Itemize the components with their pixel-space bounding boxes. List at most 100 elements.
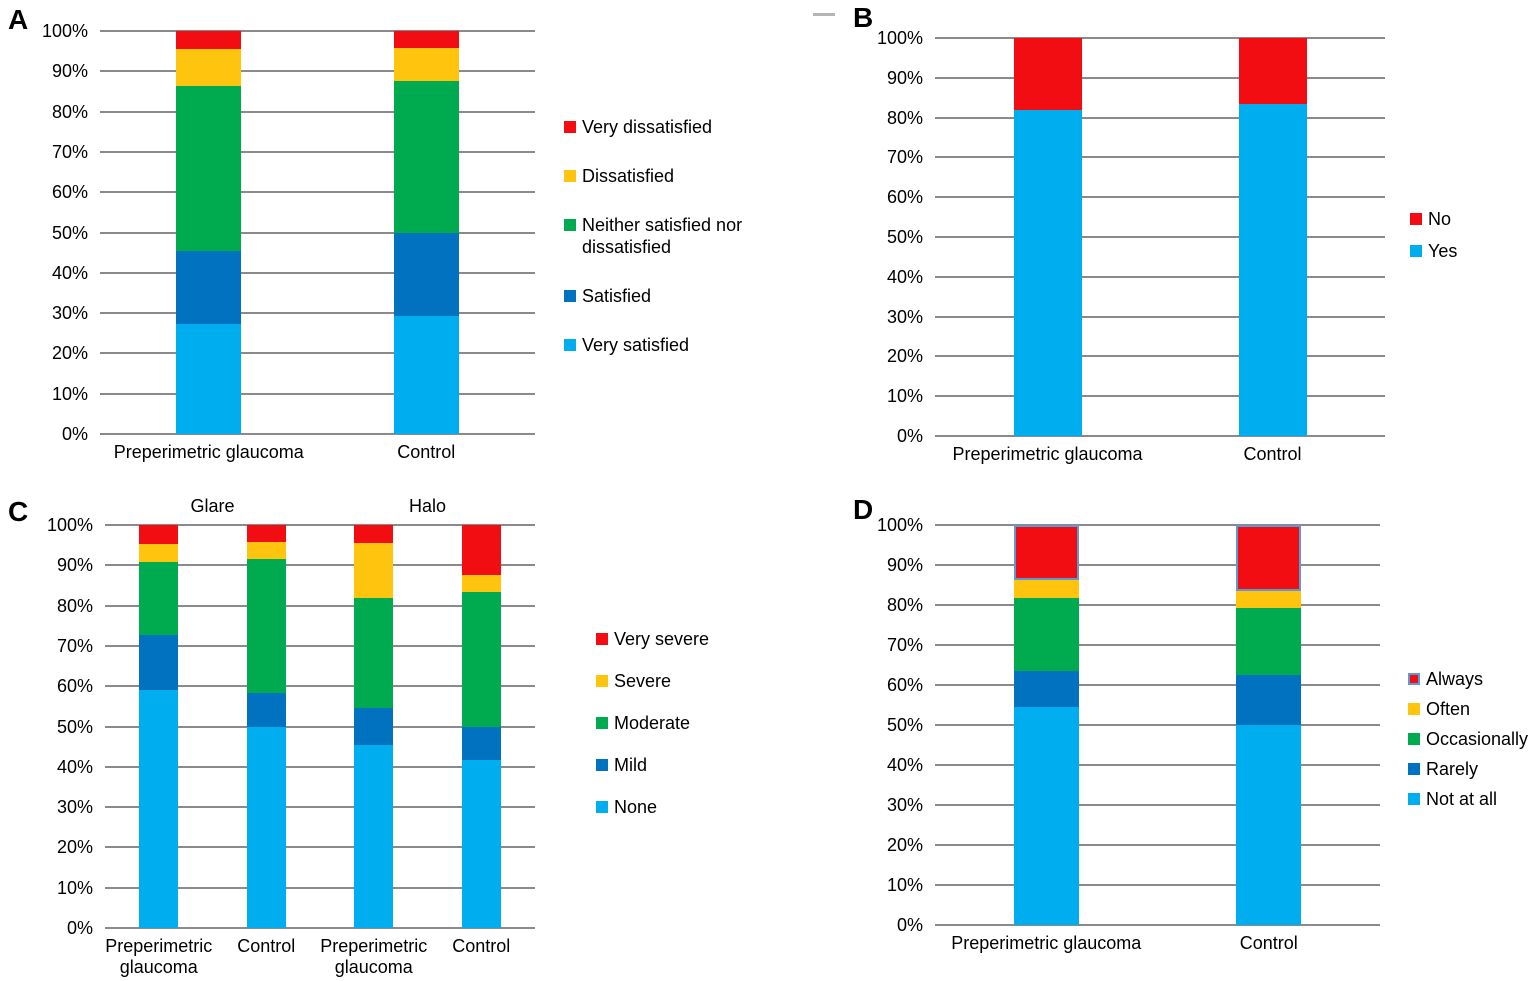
bar-segment-rarely [1236, 675, 1302, 725]
legend-swatch-satisfied [564, 290, 576, 302]
bar-segment-no [1238, 38, 1307, 105]
y-axis-tick-label: 60% [886, 187, 923, 208]
bar-segment-yes [1238, 104, 1307, 436]
bar-segment-moderate [461, 592, 501, 727]
bar-segment-severe [461, 575, 501, 593]
legend-item: Not at all [1408, 788, 1535, 810]
x-axis-category-label: Preperimetric glaucoma [320, 936, 428, 977]
gridline [935, 117, 1385, 119]
y-axis-tick-label: 40% [886, 266, 923, 287]
bar-segment-occasionally [1013, 597, 1079, 671]
gridline [935, 884, 1380, 886]
y-axis-tick-label: 0% [896, 426, 923, 446]
bar-segment-dissatisfied [393, 47, 459, 82]
legend-swatch-very-dissatisfied [564, 121, 576, 133]
legend-swatch-moderate [596, 717, 608, 729]
y-axis-tick-label: 10% [56, 877, 93, 898]
gridline [935, 355, 1385, 357]
legend-swatch-often [1408, 703, 1420, 715]
bar-segment-neither-satisfied-nor-dissatisfied [176, 85, 242, 251]
bar-segment-mild [461, 726, 501, 760]
y-axis-tick-label: 10% [51, 383, 88, 404]
gridline [100, 393, 535, 395]
panel-a: A 100% 90% 80% 70% 60% 50% 40% 30% 20% 10% 0% Prepe… [0, 0, 840, 490]
bar-segment-none [246, 726, 286, 928]
chart-frequency: 100% 90% 80% 70% 60% 50% 40% 30% 20% 10% 0% Preperi… [840, 490, 1535, 981]
bar-segment-moderate [246, 558, 286, 694]
y-axis-tick-label: 70% [886, 635, 923, 655]
x-axis-category-label: Preperimetric glaucoma [951, 933, 1142, 953]
gridline [935, 316, 1385, 318]
chart-glare-halo: 100% 90% 80% 70% 60% 50% 40% 30% 20% 10% 0% Preperi… [0, 490, 840, 981]
legend-label: Yes [1428, 241, 1458, 261]
bar-segment-severe [354, 543, 394, 598]
axis-group-label-halo: Halo [408, 496, 447, 516]
panel-label-d: D [853, 494, 874, 525]
bar-segment-very-severe [139, 525, 179, 544]
gridline [935, 276, 1385, 278]
legend: Very severe Severe Moderate Mild None [596, 628, 761, 818]
gridline [935, 724, 1380, 726]
y-axis-tick-label: 10% [886, 386, 923, 407]
bar-segment-very-severe [461, 525, 501, 576]
bar-segment-mild [246, 693, 286, 727]
gridline [935, 604, 1380, 606]
gridline [935, 764, 1380, 766]
gridline [105, 564, 535, 566]
bar-segment-none [139, 689, 179, 928]
legend-label: Always [1426, 669, 1484, 689]
gridline [100, 352, 535, 354]
legend-label: Satisfied [582, 286, 652, 306]
bar-segment-occasionally [1236, 608, 1302, 675]
bar-segment-not-at-all [1236, 725, 1302, 925]
stacked-bar-control-1 [1236, 524, 1302, 925]
y-axis-tick-label: 90% [886, 555, 923, 575]
y-axis-tick-label: 0% [66, 918, 93, 938]
legend-label: Moderate [614, 713, 691, 733]
legend-label: Rarely [1426, 759, 1479, 779]
y-axis-tick-label: 80% [51, 101, 88, 122]
bar-segment-often [1013, 579, 1079, 598]
y-axis-tick-label: 30% [886, 795, 923, 815]
gridline [935, 924, 1380, 926]
bar-segment-dissatisfied [176, 49, 242, 86]
legend-label: Very satisfied [582, 335, 690, 355]
legend-swatch-very-severe [596, 633, 608, 645]
gridline [935, 644, 1380, 646]
gridline [935, 435, 1385, 437]
legend-swatch-always [1408, 673, 1420, 685]
legend-label: Often [1426, 699, 1471, 719]
legend-item: Rarely [1408, 758, 1535, 780]
plot-area [935, 524, 1380, 926]
gridline [935, 77, 1385, 79]
panel-label-a: A [8, 4, 29, 35]
plot-area [105, 524, 535, 929]
y-axis-tick-label: 0% [896, 915, 923, 935]
stacked-bar-control-1 [246, 525, 286, 928]
stacked-bar-control-3 [461, 525, 501, 928]
bar-segment-very-severe [354, 525, 394, 544]
legend-item: Yes [1410, 240, 1530, 262]
legend-swatch-very-satisfied [564, 339, 576, 351]
panel-label-c: C [8, 496, 29, 527]
legend-label: Very dissatisfied [582, 117, 713, 137]
gridline [100, 151, 535, 153]
y-axis-tick-label: 40% [56, 756, 93, 777]
legend-label: Mild [614, 755, 648, 775]
bar-segment-neither-satisfied-nor-dissatisfied [393, 81, 459, 233]
y-axis-tick-label: 100% [41, 21, 88, 41]
bar-segment-moderate [139, 561, 179, 636]
gridline [935, 564, 1380, 566]
y-axis-tick-label: 90% [51, 61, 88, 82]
stacked-bar-preperimetric-glaucoma-0 [176, 31, 242, 434]
bar-segment-very-satisfied [176, 323, 242, 434]
legend-item: No [1410, 208, 1530, 230]
y-axis-tick-label: 20% [56, 837, 93, 858]
legend-item: Very severe [596, 628, 761, 650]
y-axis-tick-label: 60% [56, 676, 93, 697]
gridline [935, 156, 1385, 158]
gridline [100, 30, 535, 32]
gridline [105, 605, 535, 607]
gridline [105, 726, 535, 728]
